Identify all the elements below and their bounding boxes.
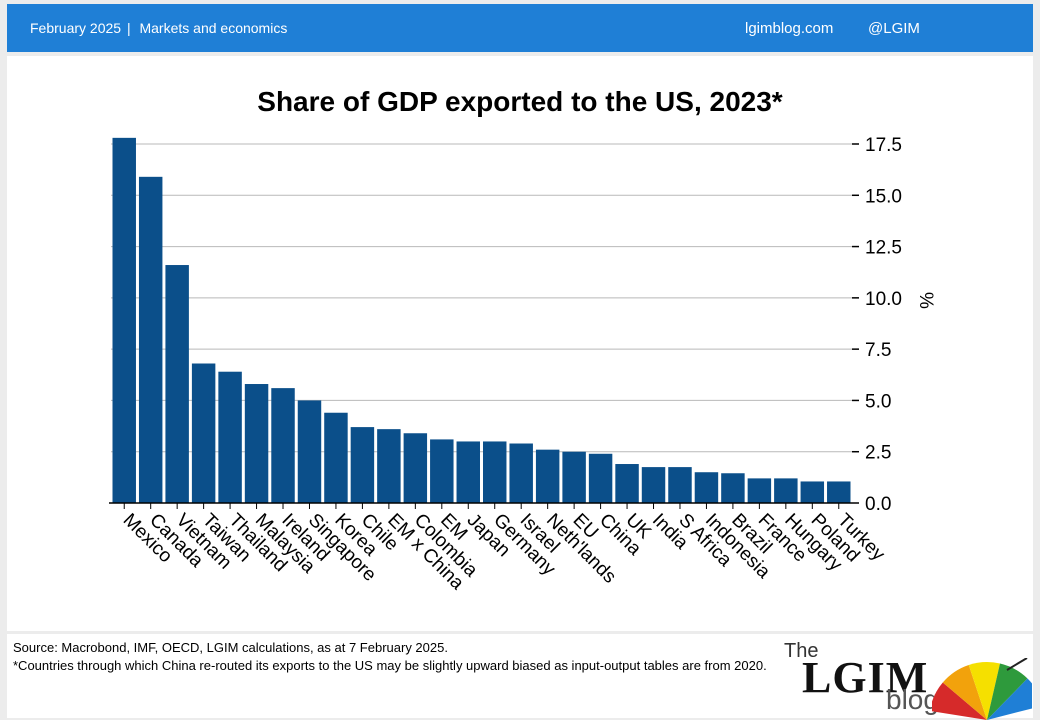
bar-china bbox=[588, 453, 613, 503]
bar-taiwan bbox=[191, 363, 216, 503]
bar-eu bbox=[562, 451, 586, 503]
y-tick-label: 15.0 bbox=[865, 186, 902, 207]
logo-the: The bbox=[784, 640, 819, 662]
umbrella-segment bbox=[942, 664, 987, 720]
bar-korea bbox=[324, 412, 348, 503]
header-section-link[interactable]: Markets and economics bbox=[139, 20, 288, 36]
bar-singapore bbox=[297, 400, 322, 503]
bar-malaysia bbox=[244, 384, 269, 503]
logo-lgim: LGIM bbox=[802, 653, 929, 702]
bar-colombia bbox=[403, 433, 428, 503]
y-tick-label: 2.5 bbox=[865, 443, 891, 464]
source-note: Source: Macrobond, IMF, OECD, LGIM calcu… bbox=[13, 640, 448, 655]
bar-chart: 17.515.012.510.07.55.02.50.0%MexicoCanad… bbox=[109, 135, 936, 594]
header-bar: February 2025 | Markets and economics lg… bbox=[7, 4, 1033, 52]
bar-germany bbox=[483, 441, 507, 503]
bar-uk bbox=[615, 464, 639, 503]
bar-em-x-china bbox=[377, 429, 401, 503]
umbrella-segment bbox=[932, 682, 987, 720]
umbrella-handle bbox=[1006, 658, 1028, 671]
twitter-handle-link[interactable]: @LGIM bbox=[868, 20, 920, 37]
umbrella-icon bbox=[932, 658, 1032, 720]
bar-indonesia bbox=[694, 472, 719, 503]
bar-canada bbox=[138, 176, 163, 503]
bar-s-africa bbox=[668, 467, 692, 503]
chart-title: Share of GDP exported to the US, 2023* bbox=[257, 86, 783, 117]
bar-mexico bbox=[112, 137, 136, 503]
header-date: February 2025 bbox=[30, 20, 122, 36]
lgim-blog-logo[interactable]: The LGIM blog bbox=[782, 640, 1032, 720]
y-tick-label: 17.5 bbox=[865, 135, 902, 156]
bar-israel bbox=[509, 443, 533, 503]
footnote: *Countries through which China re-routed… bbox=[13, 658, 767, 673]
y-tick-label: 0.0 bbox=[865, 494, 891, 515]
y-tick-label: 5.0 bbox=[865, 391, 891, 412]
bar-japan bbox=[456, 441, 480, 503]
bar-em bbox=[430, 439, 454, 503]
y-tick-label: 10.0 bbox=[865, 289, 902, 310]
bar-brazil bbox=[721, 473, 745, 503]
y-tick-label: 7.5 bbox=[865, 340, 891, 361]
logo-blog: blog bbox=[886, 684, 939, 715]
bar-poland bbox=[800, 481, 825, 503]
bar-india bbox=[641, 467, 666, 503]
bar-turkey bbox=[827, 481, 851, 503]
bar-neth-lands bbox=[535, 449, 560, 503]
umbrella-segment bbox=[987, 663, 1028, 720]
umbrella-segment bbox=[987, 678, 1032, 720]
bar-thailand bbox=[218, 371, 242, 503]
y-tick-label: 12.5 bbox=[865, 238, 902, 259]
bar-france bbox=[747, 478, 772, 503]
chart-panel: Share of GDP exported to the US, 2023* 1… bbox=[7, 56, 1033, 631]
bar-hungary bbox=[774, 478, 798, 503]
header-separator: | bbox=[126, 20, 131, 36]
umbrella-segment bbox=[968, 662, 1001, 720]
bar-chile bbox=[350, 427, 375, 503]
footer: Source: Macrobond, IMF, OECD, LGIM calcu… bbox=[7, 634, 1033, 720]
bar-vietnam bbox=[165, 265, 189, 503]
site-link[interactable]: lgimblog.com bbox=[745, 20, 834, 37]
y-axis-label: % bbox=[915, 292, 936, 309]
bar-ireland bbox=[271, 388, 295, 503]
header-meta: February 2025 | Markets and economics bbox=[30, 20, 287, 36]
